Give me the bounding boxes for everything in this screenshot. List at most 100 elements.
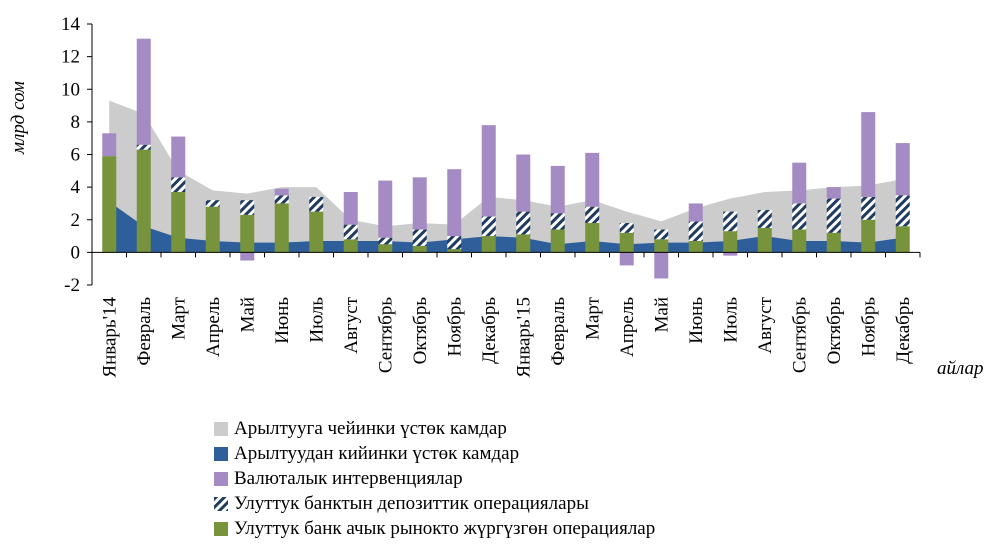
bar-segment [585, 152, 600, 207]
y-tick-label: 12 [61, 47, 80, 68]
x-tick-label: Июнь [686, 297, 707, 344]
bar-segment [447, 169, 462, 237]
bar-segment [136, 38, 151, 145]
x-tick-label: Январь'14 [99, 297, 120, 378]
y-tick-label: 0 [71, 242, 81, 263]
legend-label: Арылтуудан кийинки үстөк камдар [234, 442, 520, 464]
x-tick-label: Декабрь [893, 297, 914, 364]
bar-segment [171, 192, 186, 253]
bar-segment [619, 252, 634, 266]
bar-segment [343, 224, 358, 240]
bar-segment [688, 221, 703, 241]
x-tick-label: Январь'15 [513, 297, 534, 378]
y-tick-label: 8 [71, 112, 81, 133]
x-tick-label: Ноябрь [858, 297, 879, 357]
bar-segment [343, 192, 358, 225]
bar-segment [205, 200, 220, 207]
y-axis-label: млрд сом [8, 81, 29, 154]
bar-segment [274, 188, 289, 196]
bar-segment [619, 232, 634, 253]
bar-segment [861, 196, 876, 220]
bar-segment [585, 223, 600, 253]
x-axis-label: айлар [937, 358, 984, 379]
bar-segment [412, 229, 427, 246]
bar-segment [826, 232, 841, 253]
bar-segment [861, 112, 876, 197]
bar-segment [757, 227, 772, 253]
y-tick-label: 4 [71, 177, 81, 198]
bar-segment [102, 156, 117, 253]
bar-segment [792, 162, 807, 204]
legend-item-pre-sterilization: Арылтуугa чейинки үстөк камдар [214, 416, 655, 441]
legend-item-deposit-operations: Улуттук банктын депозиттик операциялары [214, 491, 655, 516]
bar-layer [102, 38, 910, 279]
bar-segment [654, 252, 669, 279]
legend-label: Валюталык интервенциялар [234, 467, 463, 489]
bar-segment [723, 231, 738, 253]
bar-segment [585, 206, 600, 224]
bar-segment [205, 206, 220, 253]
bar-segment [516, 211, 531, 235]
bar-segment [240, 252, 255, 261]
bar-segment [481, 216, 496, 237]
bar-segment [895, 195, 910, 227]
bar-segment [792, 203, 807, 230]
bar-segment [654, 229, 669, 240]
x-tick-label: Март [582, 296, 603, 340]
bar-segment [171, 177, 186, 193]
x-tick-label: Апрель [617, 297, 638, 357]
bar-segment [481, 125, 496, 217]
bar-segment [654, 239, 669, 253]
y-tick-label: 2 [71, 210, 81, 231]
bar-segment [550, 213, 565, 230]
x-tick-label: Июль [720, 297, 741, 343]
y-tick-label: 10 [61, 79, 80, 100]
y-tick-label: 14 [61, 14, 81, 35]
bar-segment [895, 226, 910, 253]
x-tick-label: Август [341, 296, 362, 353]
x-tick-label: Февраль [134, 297, 155, 366]
bar-segment [550, 229, 565, 253]
bar-segment [102, 133, 117, 157]
area-series-1 [109, 201, 903, 253]
x-tick-label: Октябрь [824, 297, 845, 365]
bar-segment [861, 219, 876, 253]
bar-segment [516, 154, 531, 212]
legend-swatch [214, 496, 228, 511]
bar-segment [378, 244, 393, 253]
bar-segment [240, 214, 255, 253]
x-tick-label: Июль [306, 297, 327, 343]
bar-segment [378, 237, 393, 245]
legend-item-post-sterilization: Арылтуудан кийинки үстөк камдар [214, 441, 655, 466]
bar-segment [171, 136, 186, 178]
legend-label: Улуттук банк ачык рынокто жүргүзгөн опер… [234, 517, 656, 539]
legend-swatch [214, 471, 228, 486]
bar-segment [516, 234, 531, 253]
legend-swatch [214, 446, 228, 461]
x-tick-label: Май [237, 297, 258, 333]
legend-item-fx-interventions: Валюталык интервенциялар [214, 466, 655, 491]
bar-segment [136, 144, 151, 150]
x-tick-label: Май [651, 297, 672, 333]
x-tick-label: Июнь [272, 297, 293, 344]
bar-segment [378, 180, 393, 238]
legend-label: Арылтуугa чейинки үстөк камдар [234, 417, 507, 439]
x-tick-label: Февраль [548, 297, 569, 366]
x-tick-label: Октябрь [410, 297, 431, 365]
bar-segment [688, 203, 703, 222]
bar-segment [826, 198, 841, 233]
bar-segment [447, 249, 462, 253]
bar-segment [619, 223, 634, 233]
bar-segment [274, 195, 289, 204]
x-tick-label: Декабрь [479, 297, 500, 364]
bar-segment [688, 240, 703, 253]
legend: Арылтуугa чейинки үстөк камдар Арылтууда… [214, 416, 655, 541]
bar-segment [412, 177, 427, 230]
area-layer [109, 100, 903, 253]
bar-segment [343, 239, 358, 253]
x-tick-label: Сентябрь [375, 297, 396, 373]
x-tick-label: Март [168, 296, 189, 340]
y-tick-label: -2 [64, 275, 80, 296]
